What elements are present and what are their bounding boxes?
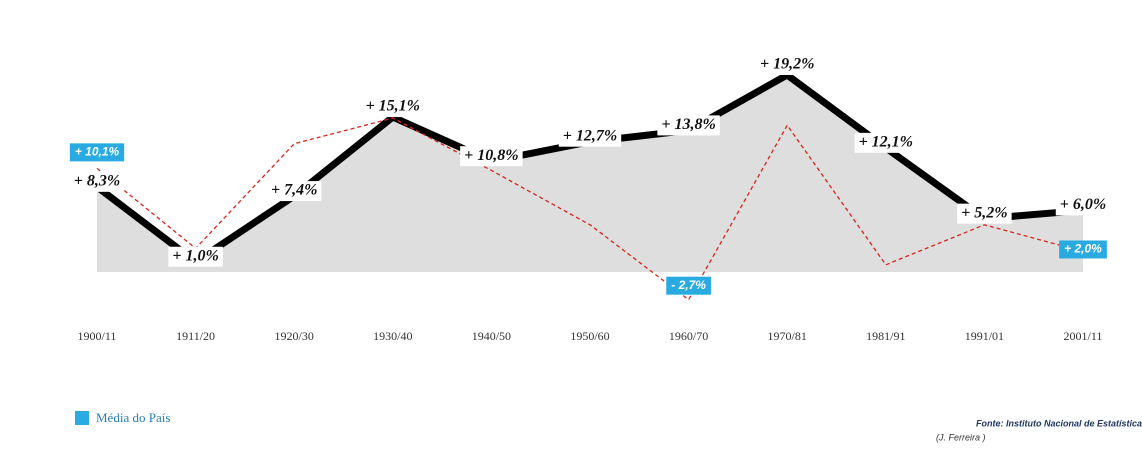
x-tick-label: 1920/30	[275, 329, 314, 343]
data-label: + 12,1%	[854, 132, 918, 153]
x-tick-label: 1911/20	[176, 329, 215, 343]
legend-swatch	[75, 411, 89, 425]
data-label: + 12,7%	[558, 126, 622, 147]
value-label: + 6,0%	[1060, 196, 1106, 213]
label-box	[69, 143, 125, 162]
x-tick-label: 1981/91	[866, 329, 905, 343]
label-box	[666, 276, 711, 295]
area	[97, 75, 1083, 272]
value-label: + 1,0%	[172, 247, 218, 264]
label-box	[168, 246, 223, 267]
label-box	[361, 97, 425, 118]
x-tick-label: 1970/81	[768, 329, 807, 343]
x-tick-label: 1930/40	[373, 329, 412, 343]
value-label: + 15,1%	[366, 98, 420, 115]
average-line	[96, 117, 1084, 301]
value-label: + 5,2%	[961, 204, 1007, 221]
data-label: + 8,3%	[69, 171, 125, 192]
data-label: + 15,1%	[361, 97, 425, 118]
author: (J. Ferreira )	[936, 432, 986, 442]
x-tick-label: 1960/70	[669, 329, 708, 343]
label-box	[854, 132, 918, 153]
label-box	[460, 146, 523, 167]
x-tick-label: 1991/01	[965, 329, 1004, 343]
data-label: + 1,0%	[168, 246, 223, 267]
label-box	[957, 203, 1012, 224]
data-label: - 2,7%	[666, 276, 711, 295]
value-label: + 8,3%	[74, 173, 120, 190]
x-tick-label: 1900/11	[78, 329, 117, 343]
x-tick-label: 1940/50	[472, 329, 511, 343]
data-label: + 6,0%	[1055, 195, 1111, 216]
data-label: + 10,1%	[69, 143, 125, 162]
label-box	[558, 126, 622, 147]
source: Fonte: Instituto Nacional de Estatística	[976, 418, 1142, 428]
data-label: + 7,4%	[266, 181, 322, 202]
average-label: - 2,7%	[671, 278, 706, 292]
data-label: + 10,8%	[460, 146, 523, 167]
value-label: + 7,4%	[271, 182, 317, 199]
legend-label: Média do País	[96, 410, 170, 425]
value-label: + 12,1%	[859, 134, 913, 151]
label-box	[1059, 240, 1107, 259]
label-box	[1055, 195, 1111, 216]
value-label: + 13,8%	[661, 116, 715, 133]
x-tick-label: 1950/60	[570, 329, 609, 343]
label-box	[266, 181, 322, 202]
data-label: + 19,2%	[755, 55, 819, 75]
data-label: + 13,8%	[657, 115, 720, 136]
average-label: + 10,1%	[75, 145, 120, 159]
value-label: + 10,8%	[464, 147, 518, 164]
label-box	[69, 171, 125, 192]
average-label: + 2,0%	[1064, 242, 1102, 256]
label-box	[657, 115, 720, 136]
data-label: + 5,2%	[957, 203, 1012, 224]
value-label: + 19,2%	[760, 56, 814, 73]
data-label: + 2,0%	[1059, 240, 1107, 259]
x-tick-label: 2001/11	[1064, 329, 1103, 343]
label-box	[755, 55, 819, 75]
value-label: + 12,7%	[563, 127, 617, 144]
